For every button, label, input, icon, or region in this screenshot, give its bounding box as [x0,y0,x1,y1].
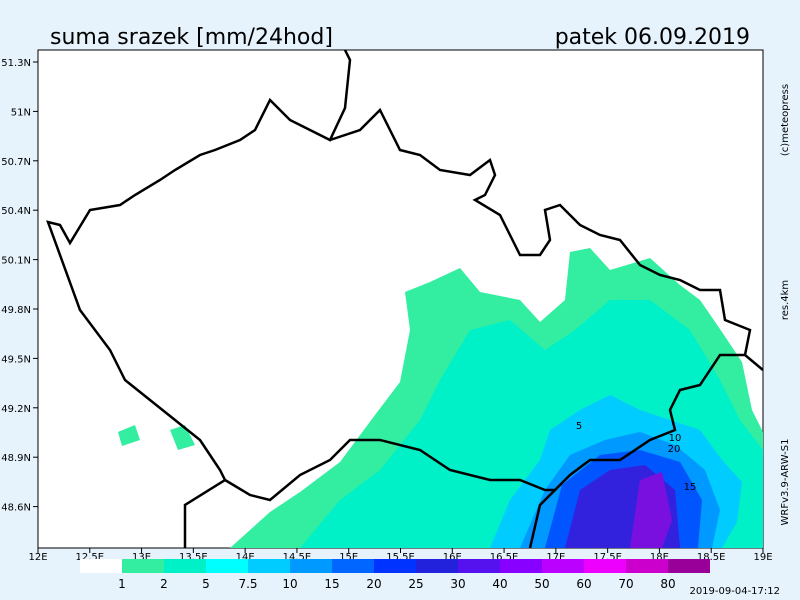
country-border [46,50,352,548]
legend-label: 15 [324,577,339,591]
rain-area-40 [630,472,672,548]
y-axis: 51.3N 51N 50.7N 50.4N 50.1N 49.8N 49.5N 49.2N 48… [1,58,38,514]
color-legend: 1 2 5 7.5 10 15 20 25 30 40 50 60 70 80 [80,559,710,591]
legend-label: 30 [450,577,465,591]
legend-label: 7.5 [238,577,257,591]
y-tick-label: 50.4N [1,206,31,217]
copyright-note: (c)meteopress [780,84,791,156]
legend-label: 60 [576,577,591,591]
x-tick-label: 17E [546,552,565,563]
contour-label: 20 [668,444,681,455]
country-border [224,353,745,502]
legend-swatch [206,559,248,573]
map-date: patek 06.09.2019 [555,25,750,50]
resolution-note: res.4km [780,280,791,320]
legend-label: 2 [160,577,168,591]
y-tick-label: 50.7N [1,157,31,168]
x-tick-label: 15E [339,552,358,563]
rain-area-spots [118,425,140,446]
legend-label: 40 [492,577,507,591]
legend-swatch [668,559,710,573]
legend-swatch [290,559,332,573]
y-tick-label: 51.3N [1,58,31,69]
legend-swatch [122,559,164,573]
contour-label: 5 [576,421,582,432]
legend-swatch [416,559,458,573]
legend-label: 20 [366,577,381,591]
y-tick-label: 48.6N [1,503,31,514]
legend-swatch [626,559,668,573]
legend-swatch [248,559,290,573]
legend-label: 1 [118,577,126,591]
x-tick-label: 15.5E [386,552,415,563]
legend-label: 10 [282,577,297,591]
run-note: 2019-09-04-17:12 [689,586,780,597]
model-note: WRFv3.9-ARW-S1 [780,439,791,526]
legend-swatch [80,559,122,573]
legend-label: 80 [660,577,675,591]
x-tick-label: 13.5E [179,552,208,563]
y-tick-label: 49.8N [1,305,31,316]
y-tick-label: 49.5N [1,354,31,365]
rain-area-spots [170,425,195,450]
country-border [528,489,556,548]
x-tick-label: 16.5E [490,552,519,563]
map-title: suma srazek [mm/24hod] [50,25,333,50]
precipitation-field [46,50,763,548]
y-tick-label: 48.9N [1,453,31,464]
legend-swatch [332,559,374,573]
x-tick-label: 14E [236,552,255,563]
x-tick-label: 12E [28,552,47,563]
legend-swatch [584,559,626,573]
x-tick-label: 12.5E [75,552,104,563]
legend-swatch [374,559,416,573]
legend-swatch [542,559,584,573]
contour-label: 15 [684,482,697,493]
legend-label: 25 [408,577,423,591]
x-tick-label: 16E [443,552,462,563]
x-tick-label: 13E [132,552,151,563]
x-tick-label: 14.5E [283,552,312,563]
legend-swatch [458,559,500,573]
x-tick-label: 18E [650,552,669,563]
country-border [329,107,763,371]
legend-swatch [500,559,542,573]
legend-swatch [164,559,206,573]
legend-label: 50 [534,577,549,591]
x-axis: 12E 12.5E 13E 13.5E 14E 14.5E 15E 15.5E 16E 16.5E… [28,548,773,563]
y-tick-label: 49.2N [1,404,31,415]
legend-label: 5 [202,577,210,591]
y-tick-label: 50.1N [1,256,31,267]
x-tick-label: 19E [753,552,772,563]
x-tick-label: 18.5E [697,552,726,563]
contour-label: 10 [669,433,682,444]
legend-label: 70 [618,577,633,591]
x-tick-label: 17.5E [593,552,622,563]
y-tick-label: 51N [11,107,31,118]
